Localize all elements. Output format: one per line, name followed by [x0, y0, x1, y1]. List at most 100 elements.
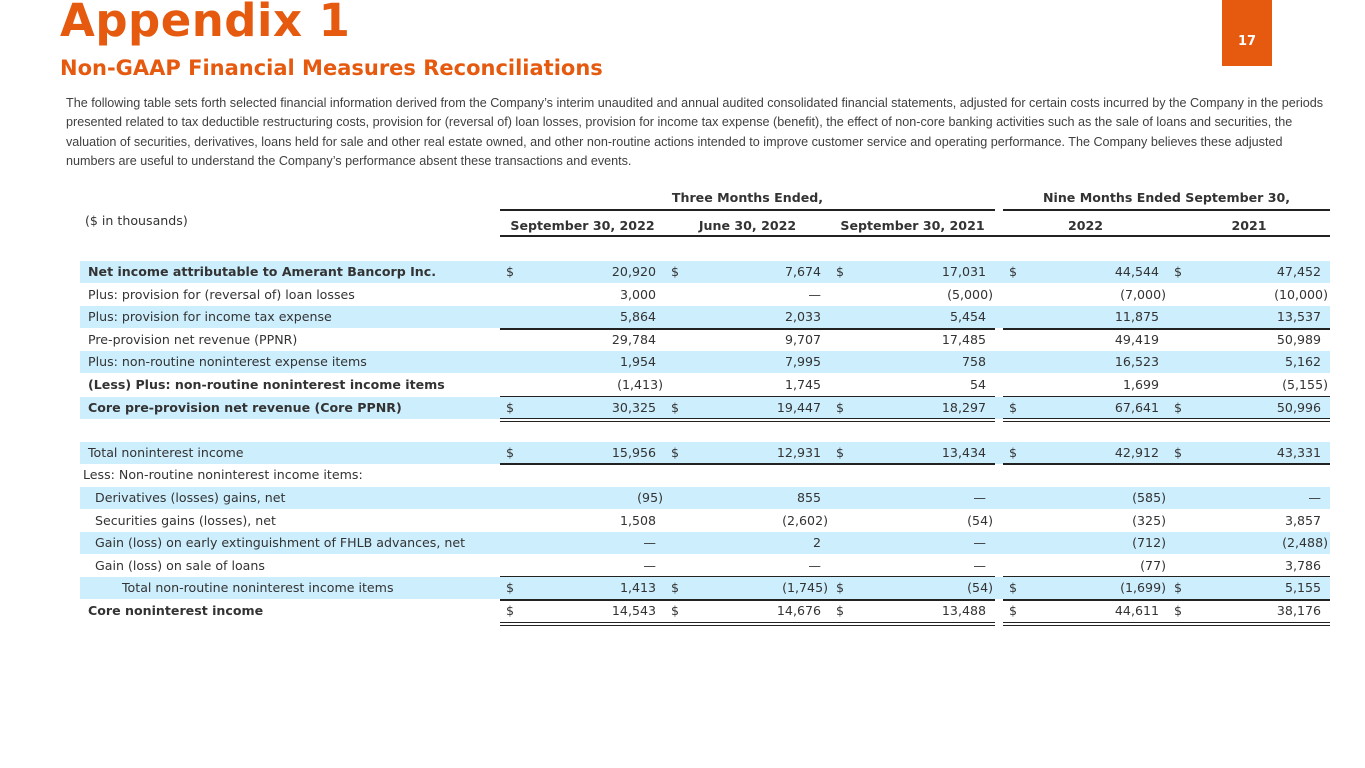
cell-value: 67,641: [1114, 399, 1159, 415]
value-cell: $15,956: [500, 442, 660, 464]
value-cell: (77): [1003, 555, 1166, 577]
dollar-sign: $: [506, 399, 515, 415]
cell-value: 50,996: [1276, 399, 1321, 415]
value-cell: 5,162: [1168, 351, 1325, 373]
row-label: Gain (loss) on sale of loans: [95, 557, 265, 573]
cell-value: —: [973, 557, 986, 573]
value-cell: 1,699: [1003, 374, 1163, 396]
value-cell: $ (54): [830, 577, 993, 599]
cell-value: —: [973, 535, 986, 551]
value-cell: —: [500, 532, 660, 554]
value-cell: [1168, 464, 1325, 486]
cell-value: (1,699): [1120, 580, 1166, 596]
column-header: September 30, 2021: [840, 218, 985, 233]
value-cell: $19,447: [665, 397, 825, 419]
cell-value: 1,954: [619, 354, 656, 370]
cell-value: 13,488: [941, 603, 986, 618]
dollar-sign: $: [671, 264, 680, 279]
value-cell: —: [665, 284, 825, 306]
row-label: Core noninterest income: [88, 603, 264, 618]
table-row: Pre-provision net revenue (PPNR) 29,784 9,…: [80, 329, 1330, 351]
dollar-sign: $: [671, 444, 680, 460]
value-cell: $5,155: [1168, 577, 1325, 599]
value-cell: [1168, 419, 1325, 441]
column-header: June 30, 2022: [698, 218, 797, 233]
cell-value: 20,920: [611, 264, 656, 279]
dollar-sign: $: [836, 444, 845, 460]
cell-value: —: [643, 535, 656, 551]
dollar-sign: $: [1009, 580, 1018, 596]
cell-value: (77): [1140, 557, 1166, 573]
value-cell: [830, 464, 990, 486]
units-label: ($ in thousands): [85, 213, 188, 228]
column-header: 2021: [1231, 218, 1267, 233]
value-cell: —: [1168, 487, 1325, 509]
value-cell: $ (1,699): [1003, 577, 1166, 599]
cell-value: 2: [812, 535, 821, 551]
cell-value: 3,000: [619, 286, 656, 302]
single-underline: [500, 463, 995, 466]
cell-value: 1,745: [784, 377, 821, 392]
cell-value: 1,508: [619, 512, 656, 528]
double-underline: [500, 418, 995, 423]
table-row: Securities gains (losses), net 1,508 (2,60…: [80, 510, 1330, 532]
value-cell: [1003, 419, 1163, 441]
value-cell: 3,000: [500, 284, 660, 306]
row-label: Core pre-provision net revenue (Core PPN…: [88, 399, 402, 415]
value-cell: [665, 464, 825, 486]
value-cell: $13,488: [830, 600, 990, 622]
cell-value: 54: [969, 377, 986, 392]
row-label: Plus: provision for income tax expense: [88, 309, 332, 325]
value-cell: 855: [665, 487, 825, 509]
value-cell: $12,931: [665, 442, 825, 464]
dollar-sign: $: [671, 603, 680, 618]
group-divider: [500, 209, 995, 211]
value-cell: [665, 419, 825, 441]
dollar-sign: $: [1009, 264, 1018, 279]
value-cell: $7,674: [665, 261, 825, 283]
cell-value: 3,857: [1284, 512, 1321, 528]
value-cell: [500, 464, 660, 486]
value-cell: 13,537: [1168, 306, 1325, 328]
value-cell: 1,954: [500, 351, 660, 373]
value-cell: (10,000): [1168, 284, 1328, 306]
table-row: Plus: provision for income tax expense 5,…: [80, 306, 1330, 329]
value-cell: $13,434: [830, 442, 990, 464]
value-cell: 5,864: [500, 306, 660, 328]
value-cell: (5,000): [830, 284, 993, 306]
value-cell: $ (1,745): [665, 577, 828, 599]
value-cell: (1,413): [500, 374, 663, 396]
cell-value: 50,989: [1276, 331, 1321, 347]
dollar-sign: $: [506, 444, 515, 460]
cell-value: 42,912: [1114, 444, 1159, 460]
cell-value: —: [808, 557, 821, 573]
value-cell: 17,485: [830, 329, 990, 351]
cell-value: (7,000): [1120, 286, 1166, 302]
row-label: Securities gains (losses), net: [95, 512, 276, 528]
value-cell: (712): [1003, 532, 1166, 554]
value-cell: (2,602): [665, 510, 828, 532]
cell-value: 30,325: [611, 399, 656, 415]
table-row: Core pre-provision net revenue (Core PPN…: [80, 396, 1330, 419]
value-cell: (54): [830, 510, 993, 532]
row-label: Less: Non-routine noninterest income ite…: [83, 467, 363, 483]
cell-value: 3,786: [1284, 557, 1321, 573]
dollar-sign: $: [1174, 444, 1183, 460]
value-cell: 9,707: [665, 329, 825, 351]
cell-value: 18,297: [941, 399, 986, 415]
cell-value: 19,447: [776, 399, 821, 415]
value-cell: (2,488): [1168, 532, 1328, 554]
value-cell: $38,176: [1168, 600, 1325, 622]
cell-value: 44,544: [1114, 264, 1159, 279]
cell-value: 5,155: [1284, 580, 1321, 596]
cell-value: 1,413: [619, 580, 656, 596]
value-cell: —: [830, 532, 990, 554]
cell-value: 7,995: [784, 354, 821, 370]
page-subtitle: Non-GAAP Financial Measures Reconciliati…: [60, 56, 603, 80]
group-header-three-months: Three Months Ended,: [671, 190, 824, 205]
dollar-sign: $: [836, 399, 845, 415]
cell-value: (1,413): [617, 377, 663, 392]
value-cell: $17,031: [830, 261, 990, 283]
row-label: Plus: non-routine noninterest expense it…: [88, 354, 367, 370]
value-cell: $44,544: [1003, 261, 1163, 283]
